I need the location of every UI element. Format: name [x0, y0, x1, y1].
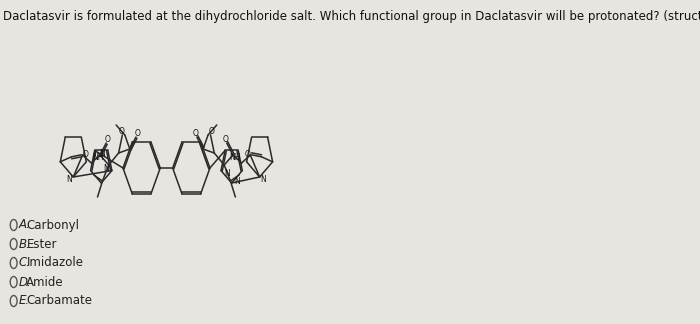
Text: B.: B. — [19, 237, 31, 250]
Text: Imidazole: Imidazole — [27, 257, 83, 270]
Text: D.: D. — [19, 275, 32, 288]
Text: N: N — [224, 169, 230, 178]
Text: O: O — [208, 126, 214, 135]
Text: O: O — [134, 129, 140, 137]
Text: N: N — [104, 164, 109, 173]
Text: O: O — [245, 150, 251, 159]
Text: N: N — [66, 175, 72, 183]
Text: O: O — [193, 129, 199, 137]
Text: N: N — [99, 149, 105, 158]
Text: Daclatasvir is formulated at the dihydrochloride salt. Which functional group in: Daclatasvir is formulated at the dihydro… — [3, 10, 700, 23]
Text: Carbonyl: Carbonyl — [27, 218, 79, 232]
Text: O: O — [119, 126, 125, 135]
Text: C.: C. — [19, 257, 31, 270]
Text: Amide: Amide — [27, 275, 64, 288]
Text: O: O — [104, 134, 111, 144]
Text: NH: NH — [229, 153, 240, 161]
Text: E.: E. — [19, 295, 30, 307]
Text: O: O — [223, 134, 228, 144]
Text: Carbamate: Carbamate — [27, 295, 92, 307]
Text: Ester: Ester — [27, 237, 57, 250]
Text: N: N — [234, 177, 240, 186]
Text: A.: A. — [19, 218, 31, 232]
Text: N: N — [260, 175, 266, 183]
Text: O: O — [82, 150, 88, 159]
Text: NH: NH — [92, 153, 104, 161]
